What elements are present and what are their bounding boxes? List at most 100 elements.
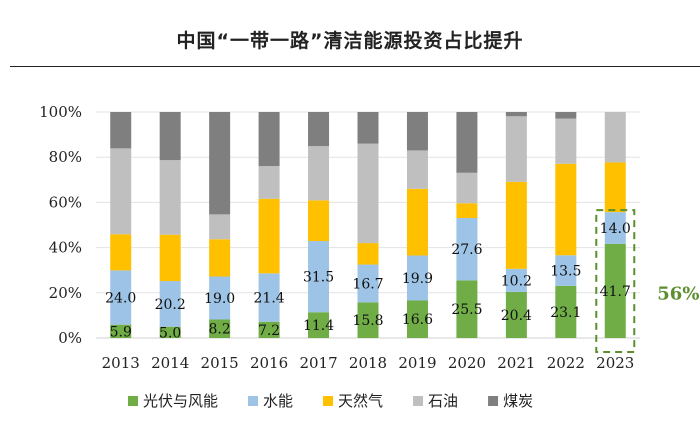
legend-swatch — [413, 396, 424, 406]
bar-segment — [308, 241, 330, 313]
bar-segment — [555, 112, 577, 119]
bar-segment — [209, 276, 231, 320]
highlight-label: 56% — [657, 284, 699, 305]
bar-segment — [357, 143, 379, 244]
bar-segment — [604, 112, 626, 163]
legend: 光伏与风能 水能 天然气 石油 煤炭 — [128, 392, 533, 410]
bar-segment — [406, 150, 428, 189]
bar-segment — [555, 255, 577, 286]
data-label: 13.5 — [550, 264, 581, 280]
legend-label: 光伏与风能 — [143, 392, 218, 410]
bar-segment — [110, 112, 132, 149]
bar-segment — [505, 268, 527, 292]
bar-segment — [159, 234, 181, 282]
legend-label: 天然气 — [338, 392, 383, 410]
x-tick-label: 2013 — [102, 354, 140, 372]
bar-segment — [555, 118, 577, 164]
data-label: 20.2 — [155, 297, 186, 313]
bar-segment — [209, 239, 231, 277]
bar-segment — [406, 188, 428, 256]
data-label: 16.6 — [402, 312, 433, 328]
legend-swatch — [488, 396, 499, 406]
bar-segment — [604, 162, 626, 213]
legend-label: 水能 — [263, 392, 293, 410]
bar-segment — [456, 172, 478, 204]
data-label: 8.2 — [209, 322, 231, 338]
bar-segment — [258, 273, 280, 322]
data-label: 19.9 — [402, 271, 433, 287]
bar-segment — [505, 112, 527, 117]
bar-segment — [159, 281, 181, 327]
bars — [110, 112, 626, 338]
bar-segment — [308, 146, 330, 201]
bar-segment — [406, 255, 428, 301]
bar-segment — [505, 291, 527, 338]
bar-segment — [456, 217, 478, 281]
bar-segment — [456, 112, 478, 173]
data-label: 5.0 — [159, 325, 181, 341]
legend-swatch — [248, 396, 259, 406]
bar-segment — [159, 112, 181, 161]
y-tick-label: 0% — [58, 329, 82, 347]
data-labels: 5.9 24.0 5.0 20.2 8.2 19.0 7.2 21.4 11.4 31.5 15.8… — [105, 221, 631, 341]
data-label: 41.7 — [600, 284, 631, 300]
x-tick-label: 2022 — [547, 354, 585, 372]
legend-label: 石油 — [428, 392, 458, 410]
bar-segment — [159, 326, 181, 338]
bar-segment — [110, 234, 132, 271]
data-label: 19.0 — [204, 291, 235, 307]
data-label: 14.0 — [600, 221, 631, 237]
bar-segment — [555, 163, 577, 256]
bar-segment — [258, 198, 280, 274]
data-label: 25.5 — [451, 302, 482, 318]
y-tick-label: 60% — [49, 193, 82, 211]
data-label: 24.0 — [105, 291, 136, 307]
data-label: 23.1 — [550, 305, 581, 321]
bar-segment — [209, 214, 231, 240]
bar-segment — [456, 280, 478, 338]
bar-segment — [357, 302, 379, 338]
bar-segment — [258, 321, 280, 338]
x-tick-label: 2017 — [299, 354, 337, 372]
bar-segment — [258, 166, 280, 199]
chart-title: 中国“一带一路”清洁能源投资占比提升 — [176, 30, 524, 52]
x-axis: 2013 2014 2015 2016 2017 2018 2019 2020 2021 2022… — [102, 354, 635, 372]
bar-segment — [555, 285, 577, 338]
bar-segment — [110, 324, 132, 338]
bar-segment — [110, 270, 132, 325]
bar-segment — [209, 319, 231, 338]
bar-segment — [406, 300, 428, 338]
y-tick-label: 40% — [49, 239, 82, 257]
x-tick-label: 2023 — [596, 354, 634, 372]
legend-swatch — [128, 396, 138, 406]
data-label: 16.7 — [352, 276, 383, 292]
title-divider — [10, 66, 700, 67]
y-axis: 0% 20% 40% 60% 80% 100% — [39, 103, 82, 347]
data-label: 27.6 — [451, 242, 482, 258]
bar-segment — [505, 116, 527, 182]
bar-segment — [406, 112, 428, 151]
data-label: 15.8 — [352, 313, 383, 329]
bar-segment — [604, 212, 626, 244]
data-label: 11.4 — [303, 318, 334, 334]
x-tick-label: 2015 — [201, 354, 239, 372]
bar-segment — [308, 200, 330, 242]
legend-swatch — [323, 396, 334, 406]
highlight-box — [595, 209, 636, 353]
highlight-callout: 56% — [595, 209, 699, 353]
x-tick-label: 2020 — [448, 354, 486, 372]
y-tick-label: 80% — [49, 148, 82, 166]
bar-segment — [308, 112, 330, 147]
y-tick-label: 100% — [39, 103, 82, 121]
bar-segment — [456, 203, 478, 218]
legend-label: 煤炭 — [503, 392, 533, 410]
data-label: 20.4 — [501, 308, 532, 324]
bar-segment — [258, 112, 280, 167]
x-tick-label: 2014 — [151, 354, 189, 372]
data-label: 31.5 — [303, 270, 334, 286]
bar-segment — [159, 160, 181, 235]
bar-segment — [308, 312, 330, 338]
data-label: 7.2 — [258, 323, 280, 339]
data-label: 5.9 — [110, 324, 132, 340]
